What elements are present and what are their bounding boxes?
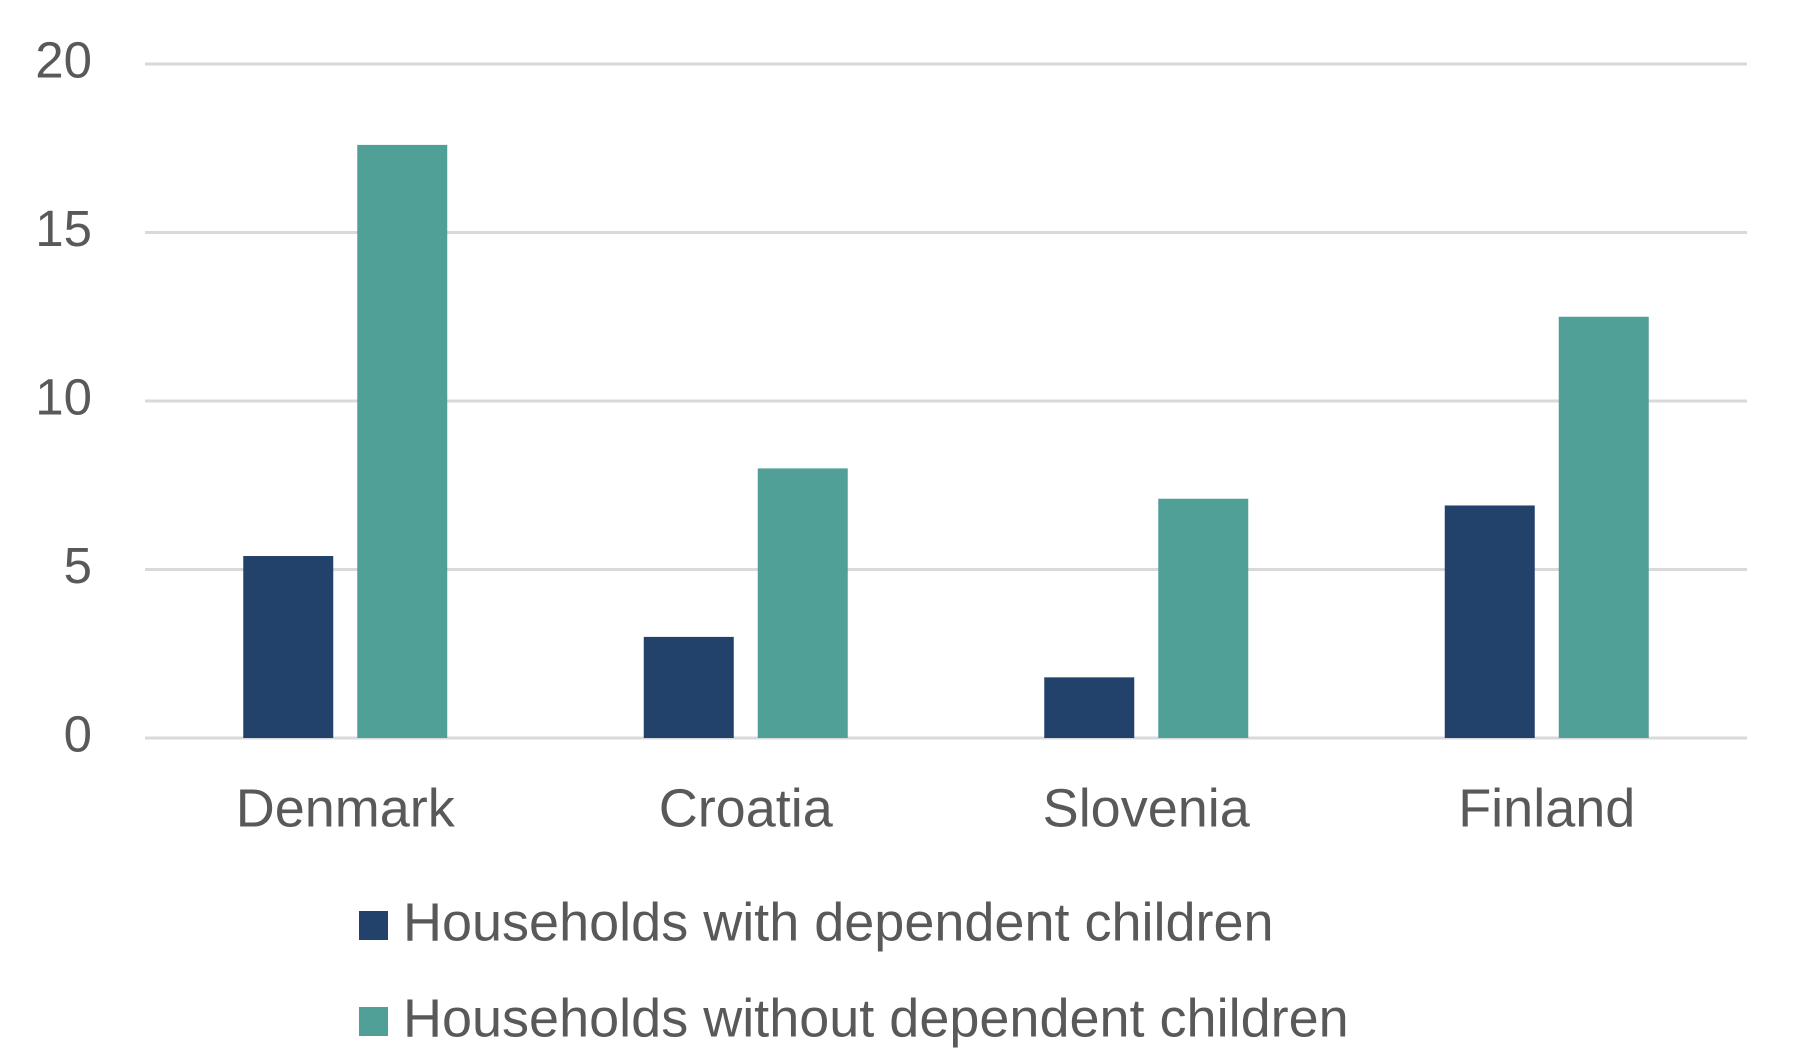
legend-label: Households with dependent children bbox=[403, 892, 1274, 952]
bar bbox=[357, 144, 448, 738]
bar bbox=[243, 556, 334, 738]
legend-label: Households without dependent children bbox=[403, 988, 1349, 1048]
x-tick-label: Slovenia bbox=[1043, 778, 1251, 838]
x-tick-label: Croatia bbox=[659, 778, 834, 838]
x-tick-label: Finland bbox=[1458, 778, 1635, 838]
y-tick-label: 0 bbox=[64, 705, 92, 762]
y-tick-label: 5 bbox=[64, 537, 92, 594]
bar bbox=[757, 468, 848, 738]
bar bbox=[1558, 316, 1649, 738]
bar bbox=[1444, 505, 1535, 738]
legend-swatch bbox=[359, 911, 388, 940]
y-tick-label: 15 bbox=[35, 200, 92, 257]
x-tick-label: Denmark bbox=[236, 778, 456, 838]
y-tick-label: 20 bbox=[35, 31, 92, 88]
bar bbox=[643, 636, 734, 738]
y-tick-label: 10 bbox=[35, 368, 92, 425]
bar bbox=[1158, 498, 1249, 738]
bar bbox=[1044, 677, 1135, 738]
legend-swatch bbox=[359, 1007, 388, 1036]
